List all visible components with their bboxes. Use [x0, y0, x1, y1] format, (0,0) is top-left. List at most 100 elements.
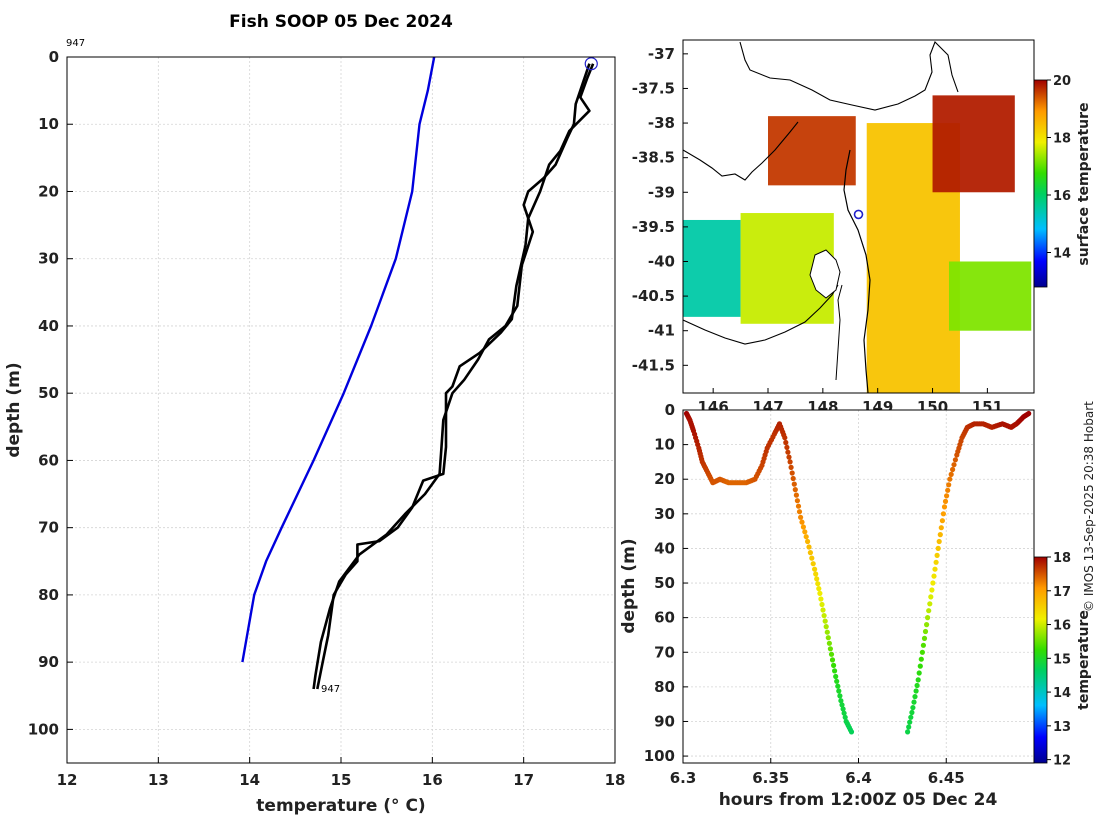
time-depth-point [839, 702, 845, 708]
time-depth-point [821, 613, 827, 619]
sst-colorbar-gradient [1033, 79, 1048, 288]
time-depth-point [814, 576, 820, 582]
time-depth-point [800, 524, 807, 530]
time-depth-point [796, 509, 803, 515]
time-depth-point [784, 444, 790, 450]
time-depth-point [790, 475, 796, 482]
time-depth-point [798, 514, 804, 520]
time-depth-point [951, 462, 957, 468]
time-depth-point [822, 618, 828, 624]
time-depth-point [848, 729, 855, 735]
time-depth-point [931, 573, 937, 579]
sst-map-panel: 146 147 148 149 150 151 -37-37.5-38-38.5-39-3… [632, 39, 1092, 416]
time-depth-point [785, 449, 791, 455]
profile-x-tick-label: 17 [513, 771, 534, 789]
time-depth-point [908, 714, 914, 720]
time-y-tick-label: 40 [654, 539, 675, 557]
time-depth-point [831, 662, 837, 669]
sst-colorbar-tick-label: 14 [1053, 247, 1071, 262]
time-depth-point [799, 519, 805, 525]
profile-x-tick-label: 16 [422, 771, 443, 789]
time-depth-point [836, 688, 842, 694]
profile-y-tick-label: 90 [38, 653, 59, 671]
time-y-tick-label: 60 [654, 609, 675, 627]
profile-y-tick-label: 80 [38, 586, 59, 604]
sst-colorbar: 14 16 18 20 surface temperature [1033, 74, 1092, 288]
ship-track-line [843, 149, 871, 393]
time-depth-point [947, 476, 953, 482]
credit-text: © IMOS 13-Sep-2025 20:38 Hobart [1082, 401, 1096, 612]
time-depth-point [952, 457, 959, 463]
time-depth-point [918, 656, 924, 662]
map-y-ticks: -37 -37.5 -38 -38.5 -39 -39.5 -40 -40.5 -41 -41.5 [632, 45, 688, 374]
profile-x-axis-label: temperature (° C) [256, 796, 425, 816]
time-depth-points [683, 410, 1032, 735]
sst-region-north-east [932, 95, 1015, 193]
profile-line-profile-up [316, 63, 595, 690]
profile-y-tick-label: 60 [38, 451, 59, 469]
time-depth-point [806, 544, 812, 550]
sst-colorbar-tick-label: 20 [1053, 74, 1071, 89]
temperature-colorbar-gradient [1033, 556, 1048, 764]
time-depth-point [916, 670, 922, 676]
time-depth-point [812, 566, 818, 572]
time-depth-point [905, 729, 911, 735]
time-depth-point [935, 545, 941, 552]
flinders-island [809, 249, 841, 299]
annotation-bottom-947: 947 [321, 684, 340, 695]
map-y-tick-label: -38.5 [632, 149, 675, 167]
profile-y-tick-label: 40 [38, 317, 59, 335]
time-depth-point [834, 678, 840, 684]
time-depth-point [835, 683, 841, 689]
time-depth-point [933, 559, 939, 565]
time-x-tick-label: 6.45 [928, 769, 965, 787]
time-depth-point [807, 550, 814, 556]
coastline-tasmania-east [835, 284, 843, 381]
profile-line-climatology [241, 56, 436, 663]
profile-y-tick-label: 0 [49, 48, 59, 66]
time-y-tick-label: 100 [644, 747, 675, 765]
time-depth-point [946, 482, 952, 488]
time-y-tick-label: 90 [654, 712, 675, 730]
time-depth-point [921, 635, 928, 642]
time-depth-point [950, 466, 956, 473]
temperature-colorbar-tick-label: 12 [1053, 754, 1071, 769]
time-depth-point [786, 454, 792, 460]
time-depth-point [818, 596, 824, 602]
map-y-tick-label: -39.5 [632, 218, 675, 236]
temperature-colorbar-tick-label: 17 [1053, 585, 1071, 600]
profile-x-tick-label: 15 [331, 771, 352, 789]
time-x-tick-label: 6.3 [670, 769, 697, 787]
time-depth-point [940, 511, 947, 517]
time-depth-point [824, 629, 830, 635]
time-depth-point [910, 705, 916, 711]
time-depth-point [782, 435, 788, 441]
temperature-colorbar-tick-label: 18 [1053, 551, 1071, 566]
coastline-tasmania [683, 284, 839, 345]
time-depth-point [803, 534, 809, 540]
time-depth-point [919, 649, 926, 655]
profile-y-tick-label: 100 [28, 720, 59, 738]
time-depth-point [802, 529, 808, 535]
temperature-colorbar-tick-label: 14 [1053, 686, 1071, 701]
profile-y-axis-label: depth (m) [4, 362, 24, 457]
time-depth-point [793, 492, 800, 498]
time-depth-point [828, 651, 835, 657]
temperature-colorbar: 12 13 14 15 16 17 18 temperature [1033, 551, 1092, 769]
sst-region-bass-strait-west [683, 219, 741, 317]
time-depth-point [837, 693, 843, 699]
annotation-top-947: 947 [66, 38, 85, 49]
time-depth-point [928, 594, 934, 600]
time-depth-point [944, 493, 950, 499]
time-depth-point [794, 498, 801, 504]
profile-y-tick-label: 50 [38, 384, 59, 402]
time-depth-point [817, 590, 823, 597]
time-depth-point [813, 571, 819, 577]
time-depth-point [934, 552, 940, 559]
time-depth-point [932, 566, 938, 572]
sst-colorbar-ticks: 14 16 18 20 [1047, 74, 1071, 262]
sst-region-gippsland-coast [768, 116, 856, 186]
time-depth-point [924, 622, 930, 628]
time-depth-point [815, 581, 821, 587]
